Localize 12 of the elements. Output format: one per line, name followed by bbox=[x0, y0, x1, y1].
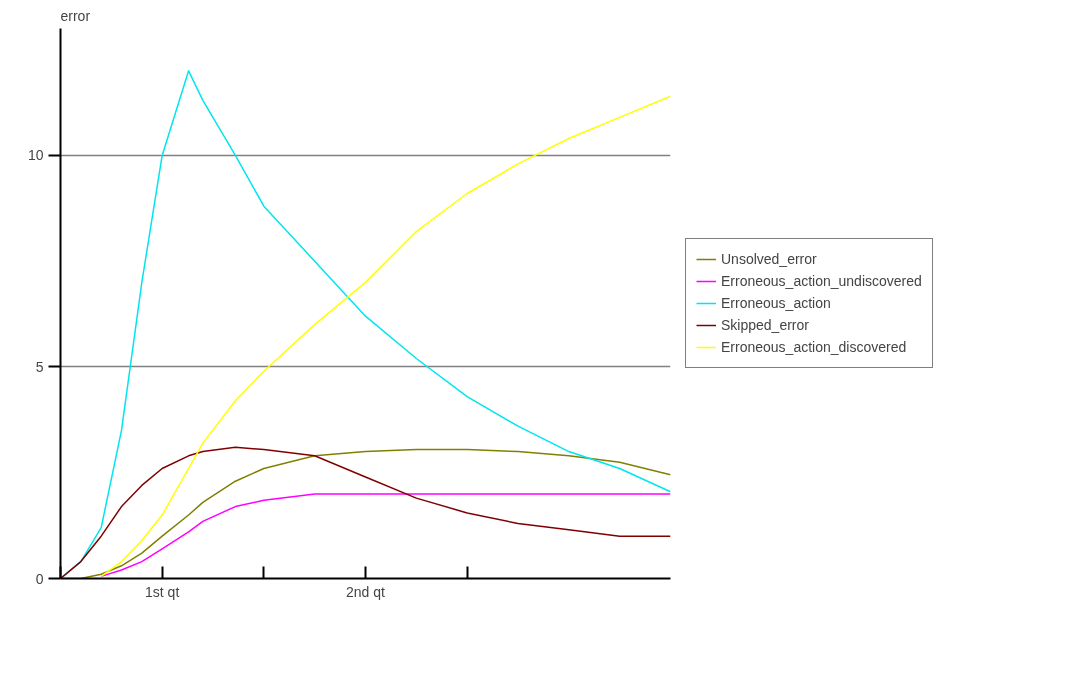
legend-label: Unsolved_error bbox=[721, 251, 817, 267]
y-tick-label: 10 bbox=[27, 147, 44, 164]
y-tick-label: 0 bbox=[35, 570, 44, 587]
x-tick-label: 2nd qt bbox=[346, 583, 386, 600]
legend-label: Erroneous_action_undiscovered bbox=[721, 273, 922, 289]
x-tick-label: 1st qt bbox=[145, 583, 180, 600]
legend-label: Skipped_error bbox=[721, 317, 809, 333]
legend-label: Erroneous_action_discovered bbox=[721, 339, 907, 355]
line-series bbox=[100, 493, 671, 578]
y-tick-label: 5 bbox=[35, 358, 44, 375]
y-axis-title: error bbox=[60, 7, 91, 24]
legend-label: Erroneous_action bbox=[721, 295, 831, 311]
